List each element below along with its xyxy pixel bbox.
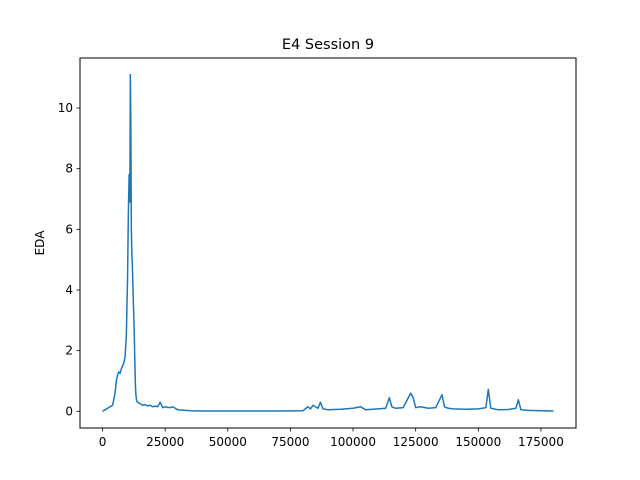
- x-tick-label: 25000: [146, 435, 184, 449]
- x-tick-label: 0: [99, 435, 107, 449]
- y-axis-ticks: 0 2 4 6 8 10: [58, 101, 80, 418]
- y-tick-label: 10: [58, 101, 73, 115]
- y-tick-label: 2: [65, 344, 73, 358]
- x-tick-label: 100000: [330, 435, 376, 449]
- x-tick-label: 175000: [518, 435, 564, 449]
- y-tick-label: 4: [65, 283, 73, 297]
- x-tick-label: 125000: [393, 435, 439, 449]
- x-tick-label: 75000: [271, 435, 309, 449]
- plot-area: [102, 73, 554, 412]
- y-tick-label: 6: [65, 222, 73, 236]
- x-tick-label: 150000: [455, 435, 501, 449]
- chart-title: E4 Session 9: [282, 37, 374, 53]
- y-tick-label: 0: [65, 404, 73, 418]
- eda-series-line: [102, 73, 554, 412]
- x-axis-ticks: 0 25000 50000 75000 100000 125000 150000 175000: [99, 428, 564, 449]
- y-axis-label: EDA: [33, 230, 47, 256]
- x-tick-label: 50000: [209, 435, 247, 449]
- y-tick-label: 8: [65, 162, 73, 176]
- axes-frame: [79, 57, 577, 429]
